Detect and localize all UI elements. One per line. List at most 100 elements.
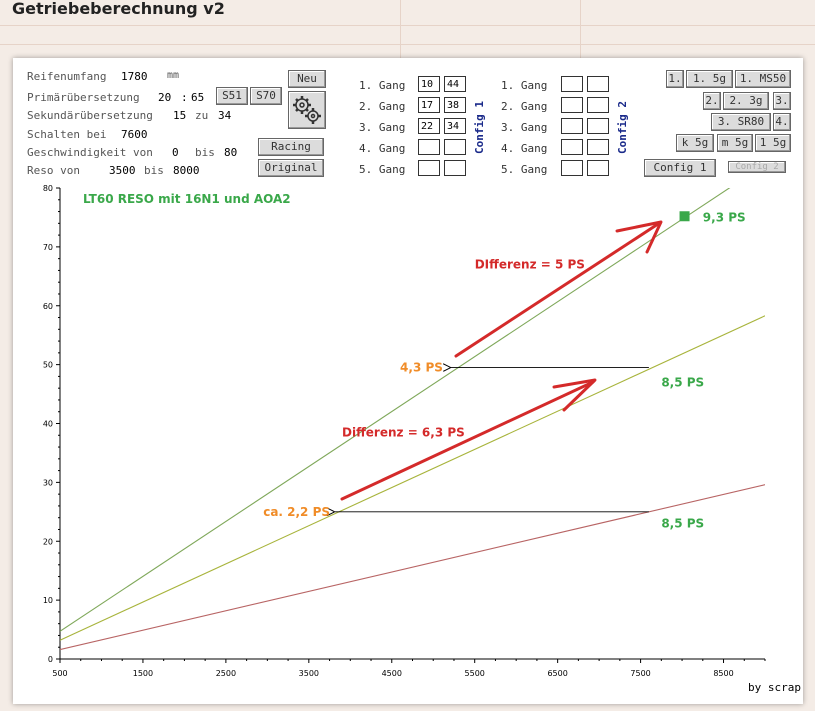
sekundaer-sep: zu	[195, 109, 209, 122]
config2-gear-label: 5. Gang	[501, 163, 548, 176]
sekundaer-b-input[interactable]: 34	[218, 109, 232, 122]
bg-line	[0, 25, 815, 26]
gears-button[interactable]	[288, 91, 326, 129]
reifenumfang-label: Reifenumfang	[27, 70, 107, 83]
geschwindigkeit-from-input[interactable]: 0	[172, 146, 179, 159]
config2-gear-input[interactable]	[561, 139, 583, 155]
x-tick-label: 500	[52, 669, 67, 678]
config1-gear-input[interactable]	[444, 160, 466, 176]
s51-button[interactable]: S51	[216, 87, 248, 105]
reso-to-input[interactable]: 8000	[173, 164, 200, 177]
original-button[interactable]: Original	[258, 159, 324, 177]
reso-sep: bis	[144, 164, 164, 177]
x-tick-label: 3500	[299, 669, 319, 678]
preset-button[interactable]: m 5g	[717, 134, 753, 152]
config1-gear-input[interactable]: 10	[418, 76, 440, 92]
config1-gear-label: 1. Gang	[359, 79, 406, 92]
y-tick-label: 50	[43, 361, 53, 370]
config1-gear-input[interactable]: 22	[418, 118, 440, 134]
preset-button[interactable]: 1.	[666, 70, 684, 88]
preset-button[interactable]: 1. MS50	[735, 70, 791, 88]
red-arrow-lower	[340, 378, 597, 501]
schalten-input[interactable]: 7600	[121, 128, 148, 141]
reifenumfang-input[interactable]: 1780	[121, 70, 148, 83]
config2-gear-input[interactable]	[587, 139, 609, 155]
max-marker	[679, 211, 690, 222]
y-tick-label: 0	[48, 655, 53, 664]
sekundaer-a-input[interactable]: 15	[173, 109, 187, 122]
preset-button[interactable]: 3.	[773, 92, 791, 110]
config1-gear-input[interactable]: 44	[444, 76, 466, 92]
preset-button[interactable]: 1. 5g	[686, 70, 733, 88]
preset-button[interactable]: 3. SR80	[711, 113, 771, 131]
geschwindigkeit-sep: bis	[195, 146, 215, 159]
annotation-label: Differenz = 6,3 PS	[342, 425, 465, 439]
config2-gear-input[interactable]	[587, 160, 609, 176]
config1-gear-input[interactable]: 38	[444, 97, 466, 113]
chart-title: LT60 RESO mit 16N1 und AOA2	[83, 192, 291, 206]
config1-gear-label: 5. Gang	[359, 163, 406, 176]
config2-gear-input[interactable]	[561, 76, 583, 92]
ps-chart: 0 10 20 30 40 50 60 70 80 500 1500 2500 3500 4500 5500…	[43, 184, 801, 694]
config1-gear-label: 3. Gang	[359, 121, 406, 134]
config2-gear-input[interactable]	[587, 76, 609, 92]
config1-gear-input[interactable]	[444, 139, 466, 155]
config1-gear-input[interactable]: 17	[418, 97, 440, 113]
config2-gear-label: 3. Gang	[501, 121, 548, 134]
config2-gear-input[interactable]	[587, 118, 609, 134]
chart-annotations: 9,3 PS 8,5 PS 8,5 PS 4,3 PS ca. 2,2 PS DIffer…	[263, 210, 745, 530]
annotation-label: 8,5 PS	[661, 375, 704, 389]
s70-button[interactable]: S70	[250, 87, 282, 105]
geschwindigkeit-to-input[interactable]: 80	[224, 146, 238, 159]
x-tick-label: 6500	[547, 669, 567, 678]
red-arrow-upper	[454, 220, 663, 358]
chart-credit: by scrap	[748, 681, 801, 694]
reifenumfang-unit: mm	[167, 70, 180, 81]
main-panel: Reifenumfang 1780 mm Primärübersetzung 2…	[13, 58, 803, 704]
x-tick-label: 8500	[713, 669, 733, 678]
bg-line	[0, 44, 815, 45]
config1-gear-input[interactable]	[418, 139, 440, 155]
config2-gear-input[interactable]	[561, 160, 583, 176]
geschwindigkeit-label: Geschwindigkeit von	[27, 146, 153, 159]
y-tick-label: 60	[43, 302, 53, 311]
config1-button[interactable]: Config 1	[644, 159, 716, 177]
config1-gear-input[interactable]: 34	[444, 118, 466, 134]
preset-button[interactable]: k 5g	[676, 134, 714, 152]
chart-series	[60, 188, 765, 651]
bg-line	[400, 0, 401, 58]
config2-gear-input[interactable]	[561, 118, 583, 134]
x-tick-label: 4500	[382, 669, 402, 678]
config1-gear-label: 4. Gang	[359, 142, 406, 155]
racing-button[interactable]: Racing	[258, 138, 324, 156]
primaer-label: Primärübersetzung	[27, 91, 140, 104]
y-tick-label: 40	[43, 420, 53, 429]
config2-gear-label: 4. Gang	[501, 142, 548, 155]
preset-button[interactable]: 2. 3g	[723, 92, 769, 110]
config2-gear-input[interactable]	[587, 97, 609, 113]
series-line-2	[60, 315, 765, 641]
config2-gear-input[interactable]	[561, 97, 583, 113]
annotation-label: 8,5 PS	[661, 517, 704, 531]
reso-from-input[interactable]: 3500	[109, 164, 136, 177]
primaer-sep: :	[181, 91, 188, 104]
x-tick-label: 5500	[465, 669, 485, 678]
neu-button[interactable]: Neu	[288, 70, 326, 88]
preset-button[interactable]: 2.	[703, 92, 721, 110]
primaer-a-input[interactable]: 20	[158, 91, 172, 104]
schalten-label: Schalten bei	[27, 128, 107, 141]
preset-button[interactable]: 1 5g	[755, 134, 791, 152]
config1-gear-input[interactable]	[418, 160, 440, 176]
annotation-label: ca. 2,2 PS	[263, 505, 330, 519]
x-tick-label: 2500	[216, 669, 236, 678]
config2-button[interactable]: Config 2	[728, 161, 786, 173]
series-line-3	[60, 188, 731, 632]
bg-line	[580, 0, 581, 58]
y-tick-label: 20	[43, 537, 53, 546]
config2-gear-label: 2. Gang	[501, 100, 548, 113]
primaer-b-input[interactable]: 65	[191, 91, 205, 104]
reso-label: Reso von	[27, 164, 80, 177]
preset-button[interactable]: 4.	[773, 113, 791, 131]
app-title: Getriebeberechnung v2	[12, 0, 225, 18]
config1-gear-label: 2. Gang	[359, 100, 406, 113]
